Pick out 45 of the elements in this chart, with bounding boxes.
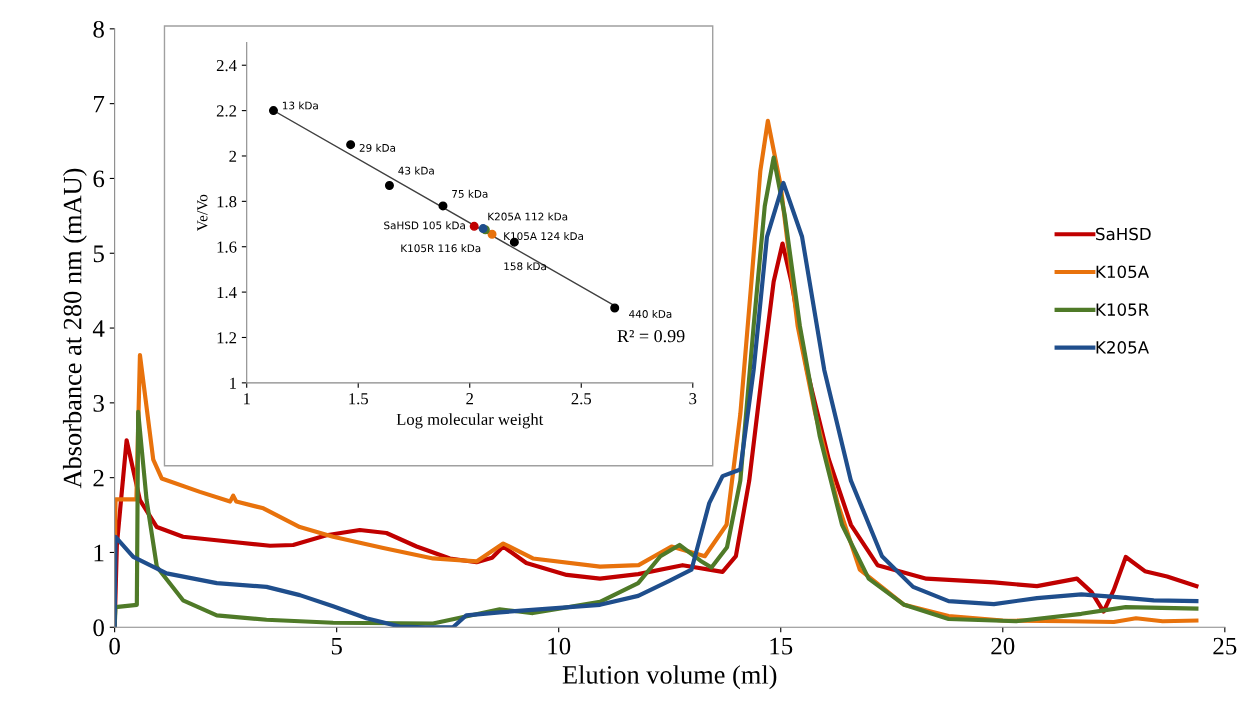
y-tick-label: 6	[93, 170, 105, 188]
annotation: K205A 112 kDa	[488, 212, 568, 221]
y-tick-label: 1.4	[217, 286, 237, 299]
y-tick-label: 1	[230, 377, 236, 389]
y-tick-label: 1	[94, 544, 104, 562]
x-axis-title: Log molecular weight	[396, 413, 544, 429]
legend-label: K205A	[1096, 341, 1149, 354]
x-tick-label: 25	[1213, 637, 1237, 655]
y-tick-label: 7	[94, 95, 105, 113]
legend-label: SaHSD	[1096, 227, 1151, 241]
x-tick-label: 1	[244, 393, 250, 405]
y-tick-label: 2	[229, 150, 237, 162]
legend-label: K105R	[1096, 303, 1149, 316]
y-tick-label: 2.2	[216, 105, 237, 117]
x-tick-label: 3	[689, 393, 697, 405]
annotation: 158 kDa	[504, 262, 546, 271]
x-axis-title: Elution volume (ml)	[562, 665, 777, 690]
y-tick-label: 4	[92, 320, 105, 337]
x-tick-label: 15	[770, 637, 793, 655]
x-tick-label: 20	[991, 637, 1015, 655]
y-tick-label: 0	[93, 619, 104, 637]
annotation: 43 kDa	[398, 166, 434, 175]
annotation: 440 kDa	[629, 309, 672, 318]
y-tick-label: 5	[93, 245, 104, 263]
annotation: 75 kDa	[452, 189, 488, 198]
y-tick-label: 8	[93, 20, 104, 38]
annotation: 29 kDa	[359, 143, 396, 152]
annotation: SaHSD 105 kDa	[384, 221, 465, 230]
annotation: K105R 116 kDa	[401, 244, 481, 253]
x-tick-label: 5	[331, 637, 342, 655]
y-axis-title: Absorbance at 280 nm (mAU)	[62, 168, 87, 489]
y-tick-label: 1.2	[217, 332, 237, 344]
x-tick-label: 1.5	[349, 393, 368, 405]
y-tick-label: 1.8	[217, 196, 237, 208]
y-tick-label: 2.4	[216, 59, 237, 72]
x-tick-label: 2	[466, 393, 473, 405]
x-tick-label: 0	[109, 637, 120, 655]
legend-label: K105A	[1096, 265, 1149, 279]
x-tick-label: 10	[548, 637, 571, 655]
annotation: R² = 0.99	[617, 330, 685, 343]
x-tick-label: 2.5	[571, 393, 592, 405]
y-axis-title: Ve/Vo	[197, 194, 208, 232]
annotation: 13 kDa	[282, 101, 318, 110]
y-tick-label: 2	[93, 469, 104, 487]
y-tick-label: 1.6	[217, 241, 237, 253]
